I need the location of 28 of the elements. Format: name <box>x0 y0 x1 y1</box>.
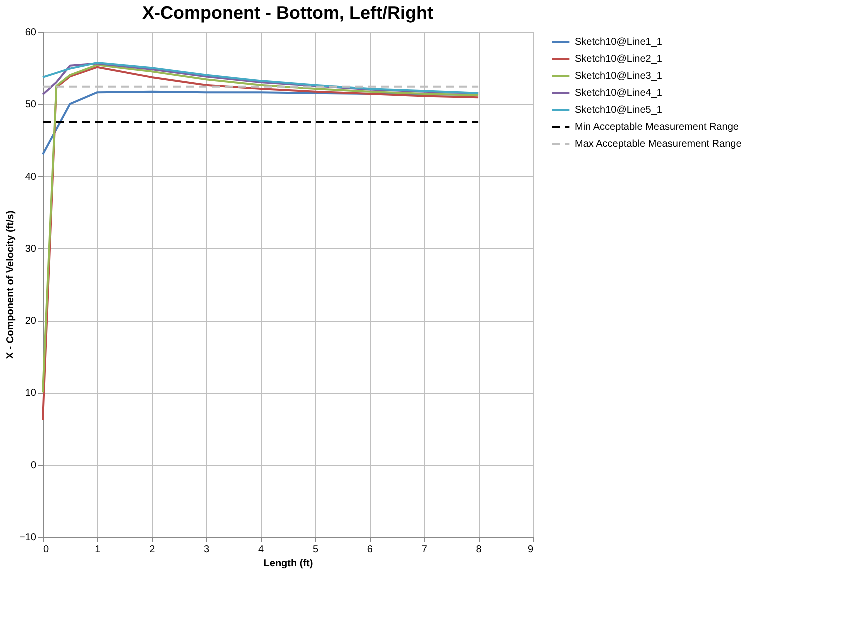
x-tick-label: 6 <box>367 544 374 556</box>
x-tick-label: 2 <box>150 544 156 556</box>
legend-label: Min Acceptable Measurement Range <box>575 122 740 133</box>
y-tick-label: 60 <box>25 28 37 38</box>
x-tick-label: 7 <box>422 544 428 556</box>
x-tick-label: 9 <box>528 544 534 556</box>
y-axis-title: X - Component of Velocity (ft/s) <box>6 210 17 360</box>
y-tick-label: 10 <box>25 388 37 400</box>
x-axis-title: Length (ft) <box>264 558 314 570</box>
y-tick-label: 30 <box>25 244 37 255</box>
legend-label: Sketch10@Line4_1 <box>575 88 663 99</box>
y-tick-label: 50 <box>25 100 37 111</box>
y-tick-label: 20 <box>25 316 37 328</box>
x-tick-label: 0 <box>44 544 50 556</box>
y-tick-label: 0 <box>30 460 37 472</box>
x-tick-label: 3 <box>204 544 210 556</box>
legend-label: Max Acceptable Measurement Range <box>575 139 742 150</box>
legend-label: Sketch10@Line1_1 <box>575 37 663 48</box>
legend-label: Sketch10@Line5_1 <box>575 105 663 116</box>
x-tick-label: 8 <box>476 544 482 556</box>
x-tick-label: 4 <box>258 544 264 556</box>
y-tick-label: −10 <box>20 532 37 544</box>
legend-label: Sketch10@Line2_1 <box>575 54 663 65</box>
x-tick-label: 1 <box>95 544 102 556</box>
y-tick-label: 40 <box>25 172 37 183</box>
legend-label: Sketch10@Line3_1 <box>575 71 663 82</box>
chart-title: X-Component - Bottom, Left/Right <box>142 3 434 23</box>
x-tick-label: 5 <box>312 544 319 556</box>
